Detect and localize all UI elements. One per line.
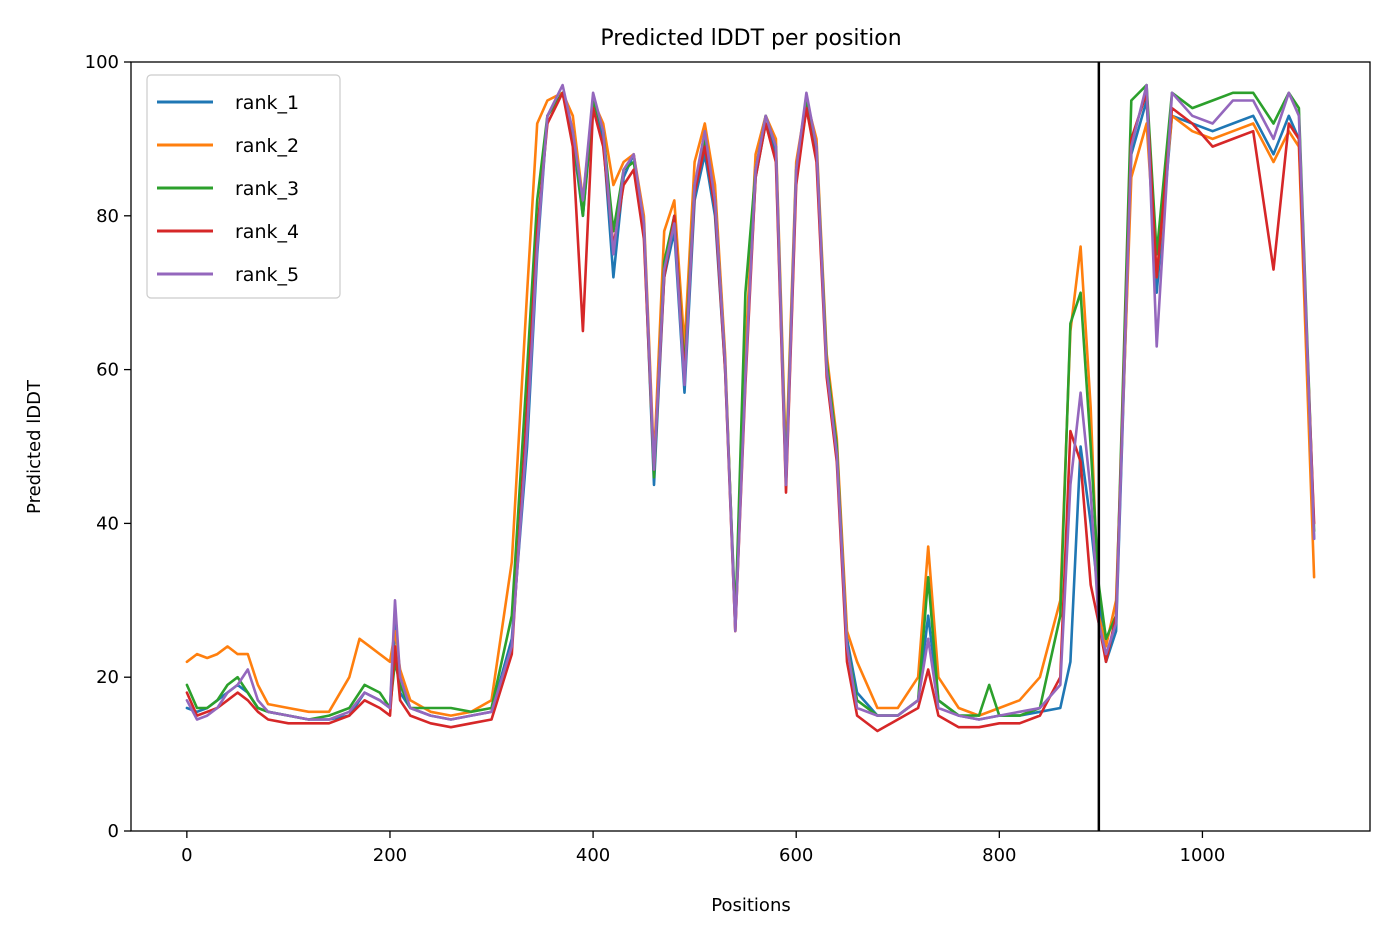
y-tick-label: 20	[96, 667, 119, 688]
y-tick-label: 60	[96, 360, 119, 381]
legend-label-rank-3: rank_3	[235, 178, 299, 200]
x-tick-label: 400	[576, 845, 610, 866]
y-tick-label: 40	[96, 513, 119, 534]
y-tick-label: 100	[85, 52, 119, 73]
y-axis: 0 20 40 60 80 100	[85, 52, 131, 842]
x-tick-label: 800	[982, 845, 1016, 866]
plot-area	[130, 61, 1371, 832]
series-line-rank-4	[185, 91, 1316, 733]
series-line-rank-3	[185, 83, 1316, 721]
legend-label-rank-5: rank_5	[235, 264, 299, 286]
y-tick-label: 80	[96, 206, 119, 227]
legend-label-rank-4: rank_4	[235, 221, 299, 243]
x-tick-label: 0	[181, 845, 192, 866]
series-line-rank-1	[185, 91, 1316, 721]
x-tick-label: 600	[779, 845, 813, 866]
x-tick-label: 200	[373, 845, 407, 866]
plot-frame	[130, 61, 1371, 832]
series-line-rank-2	[185, 91, 1316, 717]
chart-title: Predicted lDDT per position	[600, 26, 901, 51]
x-tick-label: 1000	[1180, 845, 1226, 866]
series-layer	[185, 83, 1316, 733]
legend: rank_1 rank_2 rank_3 rank_4 rank_5	[146, 74, 341, 299]
series-line-rank-5	[185, 83, 1316, 721]
y-axis-label: Predicted lDDT	[24, 379, 45, 514]
y-tick-label: 0	[108, 821, 119, 842]
legend-label-rank-2: rank_2	[235, 135, 299, 157]
x-axis: 0 200 400 600 800 1000	[181, 831, 1225, 866]
legend-label-rank-1: rank_1	[235, 92, 299, 114]
x-axis-label: Positions	[711, 895, 790, 916]
legend-box	[146, 74, 341, 299]
